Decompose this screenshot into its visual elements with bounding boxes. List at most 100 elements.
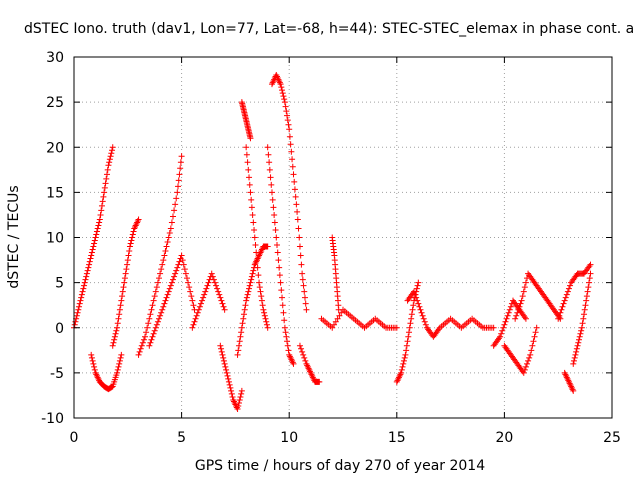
data-point	[158, 266, 165, 273]
data-point	[398, 366, 405, 373]
series-arc-i	[238, 99, 254, 142]
data-point	[290, 171, 297, 178]
data-point	[215, 288, 222, 295]
data-point	[583, 297, 590, 304]
data-point	[127, 240, 134, 247]
data-point	[300, 351, 307, 358]
data-point	[559, 303, 566, 310]
data-point	[514, 309, 521, 316]
data-point	[149, 302, 156, 309]
data-point	[90, 360, 97, 367]
data-point	[163, 243, 170, 250]
data-point	[409, 306, 416, 313]
data-point	[258, 293, 265, 300]
data-point	[87, 255, 94, 262]
data-point	[191, 318, 198, 325]
data-point	[137, 345, 144, 352]
data-point	[298, 345, 305, 352]
data-point	[586, 279, 593, 286]
data-point	[113, 327, 120, 334]
data-point	[106, 156, 113, 163]
data-point	[194, 309, 201, 316]
data-point	[250, 267, 257, 274]
data-point	[109, 144, 116, 151]
data-point	[525, 357, 532, 364]
data-point	[128, 237, 135, 244]
data-point	[574, 342, 581, 349]
data-point	[116, 306, 123, 313]
data-point	[165, 288, 172, 295]
data-point	[91, 366, 98, 373]
series-arc-q	[404, 288, 497, 340]
data-point	[83, 270, 90, 277]
data-point	[503, 315, 510, 322]
data-point	[209, 273, 216, 280]
data-point	[419, 312, 426, 319]
data-point	[580, 315, 587, 322]
data-point	[130, 228, 137, 235]
data-point	[522, 279, 529, 286]
data-point	[88, 354, 95, 361]
y-tick-label: -5	[50, 366, 64, 382]
data-point	[405, 329, 412, 336]
data-point	[115, 363, 122, 370]
data-point	[88, 249, 95, 256]
data-point	[264, 243, 271, 250]
data-point	[146, 342, 153, 349]
data-point	[189, 297, 196, 304]
series-arc-p	[393, 279, 422, 385]
data-point	[280, 93, 287, 100]
data-point	[200, 294, 207, 301]
data-point	[221, 306, 228, 313]
data-point	[250, 219, 257, 226]
data-point	[262, 315, 269, 322]
data-point	[235, 402, 242, 409]
data-point	[97, 211, 104, 218]
data-point	[274, 249, 281, 256]
data-point	[558, 306, 565, 313]
data-point	[246, 282, 253, 289]
data-point	[291, 186, 298, 193]
data-point	[279, 90, 286, 97]
data-point	[94, 225, 101, 232]
data-point	[248, 204, 255, 211]
data-point	[301, 294, 308, 301]
data-point	[522, 315, 529, 322]
data-point	[164, 239, 171, 246]
data-point	[199, 297, 206, 304]
data-point	[186, 284, 193, 291]
data-point	[529, 342, 536, 349]
data-point	[526, 354, 533, 361]
data-point	[299, 348, 306, 355]
data-point	[405, 333, 412, 340]
data-point	[257, 288, 264, 295]
series-arc-l	[264, 144, 297, 367]
data-point	[251, 226, 258, 233]
data-point	[218, 348, 225, 355]
data-point	[401, 354, 408, 361]
data-point	[254, 264, 261, 271]
data-point	[287, 141, 294, 148]
data-point	[490, 324, 497, 331]
data-point	[214, 285, 221, 292]
data-point	[108, 150, 115, 157]
data-point	[557, 309, 564, 316]
data-point	[109, 147, 116, 154]
data-point	[218, 297, 225, 304]
data-point	[243, 151, 250, 158]
data-point	[284, 342, 291, 349]
data-point	[286, 133, 293, 140]
data-point	[407, 320, 414, 327]
data-point	[269, 196, 276, 203]
data-series	[71, 72, 594, 412]
data-point	[281, 317, 288, 324]
data-point	[126, 248, 133, 255]
data-point	[126, 243, 133, 250]
data-point	[279, 87, 286, 94]
data-point	[263, 321, 270, 328]
data-point	[418, 309, 425, 316]
data-point	[91, 363, 98, 370]
data-point	[259, 302, 266, 309]
data-point	[172, 270, 179, 277]
data-point	[202, 288, 209, 295]
